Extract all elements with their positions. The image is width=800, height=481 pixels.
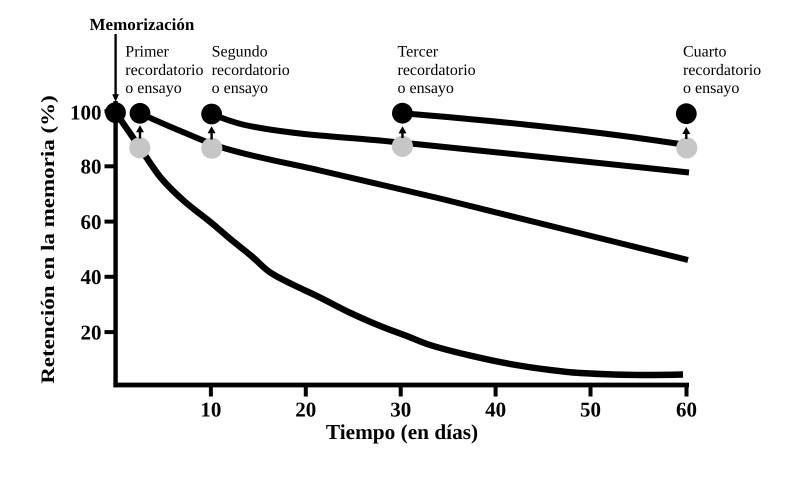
svg-text:Memorización: Memorización [90, 15, 195, 34]
svg-text:10: 10 [200, 397, 221, 421]
svg-text:20: 20 [81, 320, 102, 344]
svg-text:100: 100 [70, 100, 102, 124]
svg-text:60: 60 [81, 210, 102, 234]
svg-text:40: 40 [81, 265, 102, 289]
svg-text:Retención en la memoria (%): Retención en la memoria (%) [38, 95, 59, 384]
svg-text:recordatorio: recordatorio [398, 62, 476, 79]
svg-text:50: 50 [580, 397, 601, 421]
svg-text:80: 80 [81, 155, 102, 179]
svg-text:60: 60 [676, 397, 697, 421]
svg-text:recordatorio: recordatorio [125, 62, 203, 79]
svg-text:Tiempo (en días): Tiempo (en días) [326, 420, 478, 444]
svg-text:o ensayo: o ensayo [398, 80, 454, 97]
svg-text:20: 20 [295, 397, 316, 421]
svg-text:recordatorio: recordatorio [212, 62, 290, 79]
svg-text:Primer: Primer [125, 43, 169, 60]
svg-text:Segundo: Segundo [212, 43, 268, 60]
svg-text:o ensayo: o ensayo [683, 80, 739, 97]
svg-text:Tercer: Tercer [398, 43, 439, 60]
svg-text:40: 40 [485, 397, 506, 421]
svg-text:o ensayo: o ensayo [212, 80, 268, 97]
svg-text:Cuarto: Cuarto [683, 43, 727, 60]
svg-text:o ensayo: o ensayo [125, 80, 181, 97]
svg-text:recordatorio: recordatorio [683, 62, 761, 79]
svg-text:30: 30 [390, 397, 411, 421]
